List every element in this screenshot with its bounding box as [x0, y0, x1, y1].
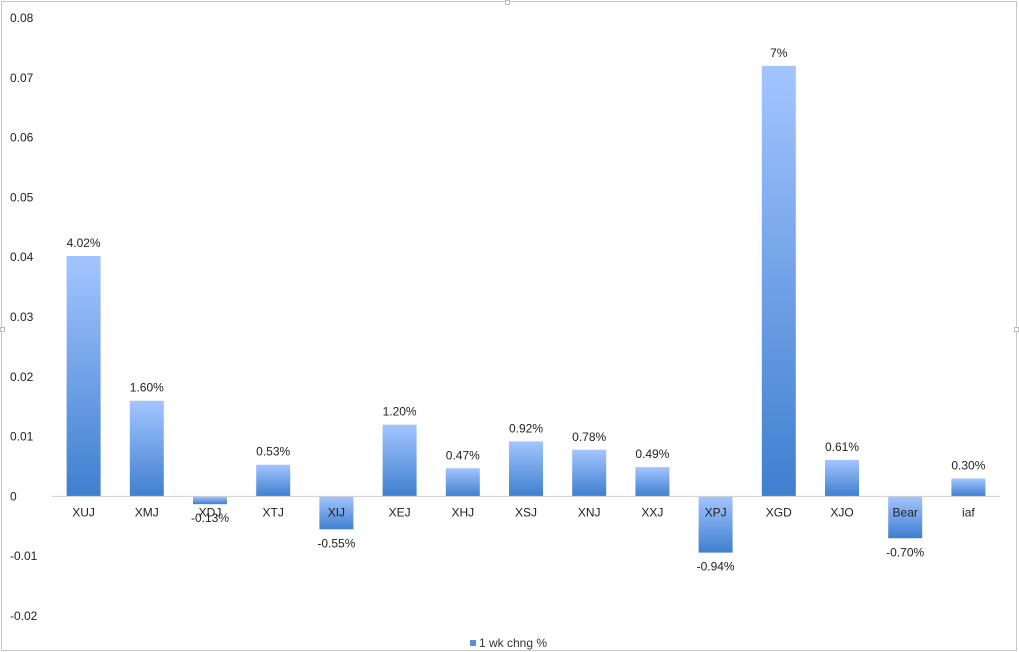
y-tick-label: 0.02 — [10, 370, 34, 384]
data-label: 0.30% — [951, 458, 985, 472]
category-labels: XUJ XMJ XDJ XTJ XIJ XEJ XHJ XSJ XNJ XXJ XPJ XGD XJO B… — [72, 505, 975, 519]
bar[interactable] — [825, 459, 859, 497]
data-label: 1.20% — [383, 405, 417, 419]
category-label: Bear — [893, 505, 918, 519]
bar[interactable] — [951, 478, 986, 497]
bar[interactable] — [635, 467, 670, 497]
legend: 1 wk chng % — [470, 636, 547, 650]
category-label: XGD — [766, 505, 792, 519]
category-label: XSJ — [515, 505, 537, 519]
category-label: XXJ — [641, 505, 663, 519]
y-tick-label: -0.02 — [10, 609, 38, 623]
y-tick-label: 0.04 — [10, 250, 34, 264]
category-label: XJO — [830, 505, 853, 519]
y-tick-label: 0.08 — [10, 11, 34, 25]
category-label: XHJ — [451, 505, 474, 519]
category-label: XTJ — [263, 505, 284, 519]
data-label: 0.78% — [572, 430, 606, 444]
data-label: 0.47% — [446, 448, 480, 462]
bar[interactable] — [445, 468, 480, 497]
data-label: -0.55% — [317, 536, 355, 550]
category-label: iaf — [962, 505, 975, 519]
legend-label: 1 wk chng % — [479, 636, 548, 650]
bar[interactable] — [256, 464, 291, 497]
y-tick-label: 0.01 — [10, 430, 34, 444]
resize-handle-top[interactable] — [505, 0, 510, 5]
category-label: XDJ — [199, 505, 222, 519]
bar[interactable] — [698, 496, 733, 553]
category-label: XPJ — [705, 505, 727, 519]
bar[interactable] — [319, 496, 354, 530]
y-tick-label: 0 — [10, 489, 17, 503]
data-label: -0.70% — [886, 545, 924, 559]
bar[interactable] — [129, 400, 164, 497]
category-label: XUJ — [72, 505, 95, 519]
y-tick-label: 0.07 — [10, 71, 34, 85]
bar[interactable] — [193, 496, 227, 505]
data-label: -0.94% — [697, 560, 735, 574]
category-label: XEJ — [389, 505, 411, 519]
data-label: 4.02% — [67, 236, 101, 250]
data-label: 1.60% — [130, 381, 164, 395]
y-tick-label: 0.06 — [10, 131, 34, 145]
data-label: 0.49% — [635, 447, 669, 461]
legend-swatch — [470, 640, 476, 646]
bar[interactable] — [888, 496, 923, 539]
data-labels: 4.02% 1.60% -0.13% 0.53% -0.55% 1.20% 0.47% 0.9… — [67, 46, 986, 574]
bar[interactable] — [572, 449, 607, 497]
category-label: XMJ — [135, 505, 159, 519]
y-axis: 0.08 0.07 0.06 0.05 0.04 0.03 0.02 0.01 0 -0.01 -0… — [10, 11, 38, 623]
category-label: XNJ — [578, 505, 601, 519]
bar[interactable] — [509, 441, 543, 497]
category-label: XIJ — [328, 505, 345, 519]
bars — [66, 65, 986, 553]
bar[interactable] — [66, 256, 101, 497]
data-label: 7% — [770, 46, 788, 60]
data-label: 0.61% — [825, 440, 859, 454]
data-label: 0.92% — [509, 421, 543, 435]
data-label: -0.13% — [191, 511, 229, 525]
bar[interactable] — [761, 65, 796, 497]
y-tick-label: 0.05 — [10, 190, 34, 204]
data-label: 0.53% — [256, 445, 290, 459]
resize-handle-left[interactable] — [0, 327, 5, 332]
bar[interactable] — [382, 424, 417, 497]
y-tick-label: -0.01 — [10, 549, 38, 563]
y-tick-label: 0.03 — [10, 310, 34, 324]
